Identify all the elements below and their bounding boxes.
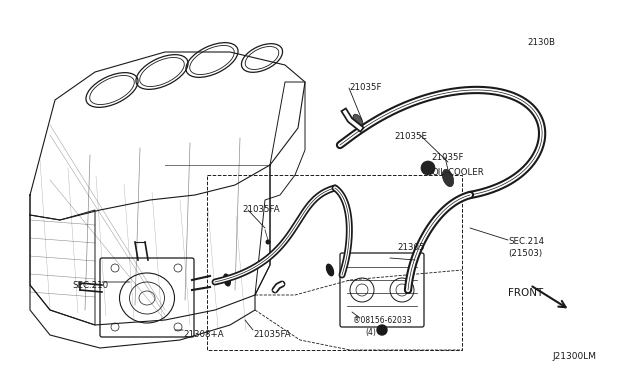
Text: 21035E: 21035E — [394, 132, 427, 141]
Text: 21035F: 21035F — [349, 83, 381, 92]
Text: 21035F: 21035F — [431, 153, 463, 162]
Text: OIL-COOLER: OIL-COOLER — [431, 168, 484, 177]
Text: 2130B: 2130B — [527, 38, 555, 47]
Text: FRONT: FRONT — [508, 288, 543, 298]
Text: ®08156-62033: ®08156-62033 — [353, 316, 412, 325]
Circle shape — [266, 240, 271, 244]
Ellipse shape — [442, 169, 454, 187]
Bar — [207, 175, 462, 350]
Ellipse shape — [326, 264, 333, 276]
Circle shape — [377, 325, 387, 335]
Text: 21035FA: 21035FA — [253, 330, 291, 339]
Text: J21300LM: J21300LM — [552, 352, 596, 361]
Circle shape — [421, 161, 435, 175]
Ellipse shape — [353, 114, 363, 128]
Text: 21305: 21305 — [397, 243, 424, 252]
Ellipse shape — [224, 274, 230, 286]
Text: 21035FA: 21035FA — [242, 205, 280, 214]
Text: SEC.210: SEC.210 — [72, 281, 108, 290]
Text: 21308+A: 21308+A — [183, 330, 223, 339]
Text: (21503): (21503) — [508, 249, 542, 258]
Text: SEC.214: SEC.214 — [508, 237, 544, 246]
Text: (4): (4) — [365, 328, 376, 337]
